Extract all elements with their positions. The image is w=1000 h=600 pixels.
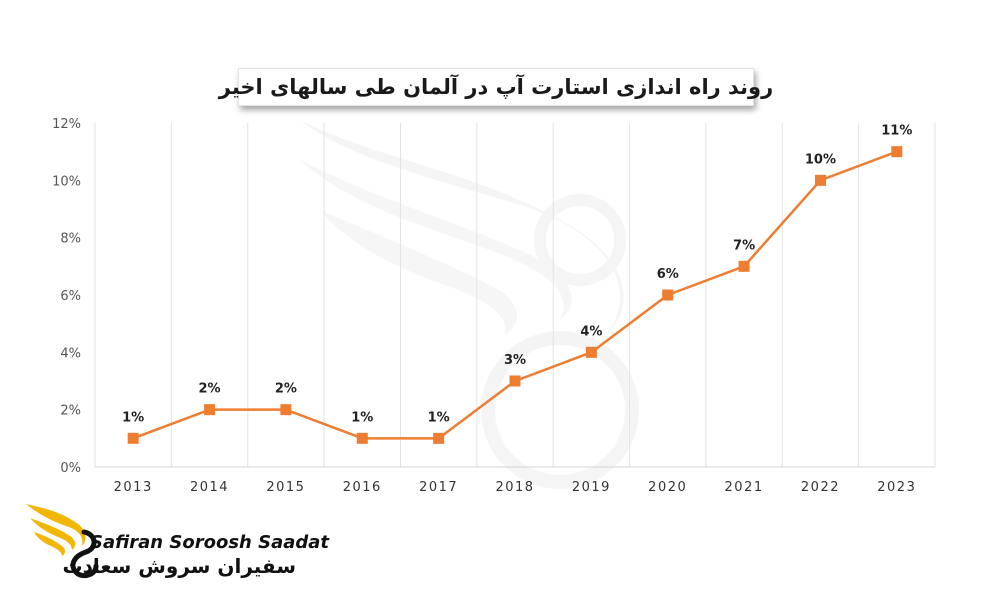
brand-name-persian: سفیران سروش سعادت	[62, 554, 297, 578]
x-tick-label: 2018	[495, 480, 534, 495]
data-label: 4%	[580, 324, 602, 339]
x-tick-label: 2022	[801, 480, 840, 495]
x-axis-ticks: 2013 2014 2015 2016 2017 2018 2019 2020 2021 2022…	[114, 480, 916, 495]
data-label: 10%	[805, 152, 836, 167]
data-point-marker	[433, 432, 445, 444]
x-tick-label: 2019	[572, 480, 611, 495]
data-label: 7%	[733, 238, 755, 253]
y-tick-label: 6%	[60, 289, 81, 304]
x-tick-label: 2015	[266, 480, 305, 495]
data-point-marker	[127, 432, 139, 444]
data-point-marker	[891, 146, 903, 158]
data-point-marker	[509, 375, 521, 387]
data-label: 1%	[351, 410, 373, 425]
watermark-logo	[300, 120, 639, 489]
series-markers	[127, 146, 903, 444]
data-label: 11%	[881, 124, 912, 139]
y-tick-label: 0%	[60, 461, 81, 476]
data-point-marker	[738, 260, 750, 272]
y-tick-label: 10%	[52, 174, 81, 189]
x-tick-label: 2013	[114, 480, 153, 495]
x-tick-label: 2014	[190, 480, 229, 495]
data-point-marker	[585, 346, 597, 358]
brand-name-english: Safiran Soroosh Saadat	[90, 532, 330, 553]
data-labels: 1% 2% 2% 1% 1% 3% 4% 6% 7% 10% 11%	[122, 124, 912, 426]
data-point-marker	[280, 404, 292, 416]
y-tick-label: 2%	[60, 404, 81, 419]
data-point-marker	[814, 174, 826, 186]
data-label: 1%	[428, 410, 450, 425]
chart-title: روند راه اندازی استارت آپ در آلمان طی سا…	[219, 68, 773, 106]
data-point-marker	[356, 432, 368, 444]
vertical-gridlines	[94, 123, 936, 467]
phoenix-icon	[26, 504, 99, 579]
y-tick-label: 12%	[52, 117, 81, 132]
x-tick-label: 2017	[419, 480, 458, 495]
y-tick-label: 8%	[60, 232, 81, 247]
data-point-marker	[204, 404, 216, 416]
x-tick-label: 2023	[877, 480, 916, 495]
data-label: 6%	[657, 267, 679, 282]
data-label: 3%	[504, 353, 526, 368]
data-label: 1%	[122, 410, 144, 425]
y-axis-ticks: 0% 2% 4% 6% 8% 10% 12%	[52, 117, 81, 476]
data-label: 2%	[275, 382, 297, 397]
x-tick-label: 2016	[343, 480, 382, 495]
data-label: 2%	[199, 382, 221, 397]
data-point-marker	[662, 289, 674, 301]
y-tick-label: 4%	[60, 346, 81, 361]
brand-logo: Safiran Soroosh Saadat سفیران سروش سعادت	[22, 494, 329, 580]
x-tick-label: 2020	[648, 480, 687, 495]
x-tick-label: 2021	[725, 480, 764, 495]
